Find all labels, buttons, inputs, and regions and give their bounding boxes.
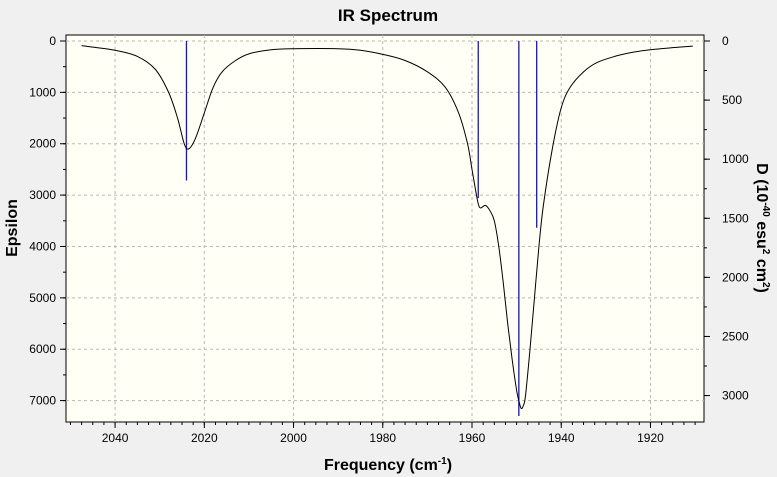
x-tick-label: 1980 [369, 431, 396, 445]
y-left-tick-label: 0 [49, 34, 56, 48]
x-tick-label: 2040 [102, 431, 129, 445]
y-right-tick-label: 3000 [722, 389, 749, 403]
y-right-tick-label: 0 [722, 34, 729, 48]
chart-title: IR Spectrum [338, 6, 438, 25]
y-right-tick-label: 2500 [722, 329, 749, 343]
y-right-tick-label: 500 [722, 93, 742, 107]
y-right-tick-label: 2000 [722, 270, 749, 284]
y-right-tick-label: 1500 [722, 211, 749, 225]
y-left-tick-label: 7000 [29, 394, 56, 408]
y-right-tick-label: 1000 [722, 152, 749, 166]
stick-spectrum [185, 41, 538, 416]
x-tick-label: 1940 [548, 431, 575, 445]
plot-area [65, 34, 705, 423]
x-tick-label: 1920 [637, 431, 664, 445]
grid [66, 35, 704, 422]
y-left-tick-label: 3000 [29, 188, 56, 202]
y-left-tick-label: 5000 [29, 291, 56, 305]
axis-ticks: 2040 2020 2000 1980 1960 1940 1920 0 1000 2000 300… [29, 34, 749, 445]
y-axis-right-title: D (10-40 esu2 cm2) [753, 163, 771, 293]
x-tick-label: 2000 [280, 431, 307, 445]
y-axis-left-title: Epsilon [4, 199, 21, 257]
y-left-tick-label: 4000 [29, 239, 56, 253]
x-axis-title: Frequency (cm-1) [324, 456, 452, 474]
y-left-tick-label: 1000 [29, 85, 56, 99]
x-tick-label: 1960 [459, 431, 486, 445]
x-tick-label: 2020 [191, 431, 218, 445]
spectrum-curve [81, 45, 693, 410]
y-left-tick-label: 6000 [29, 342, 56, 356]
y-left-tick-label: 2000 [29, 137, 56, 151]
